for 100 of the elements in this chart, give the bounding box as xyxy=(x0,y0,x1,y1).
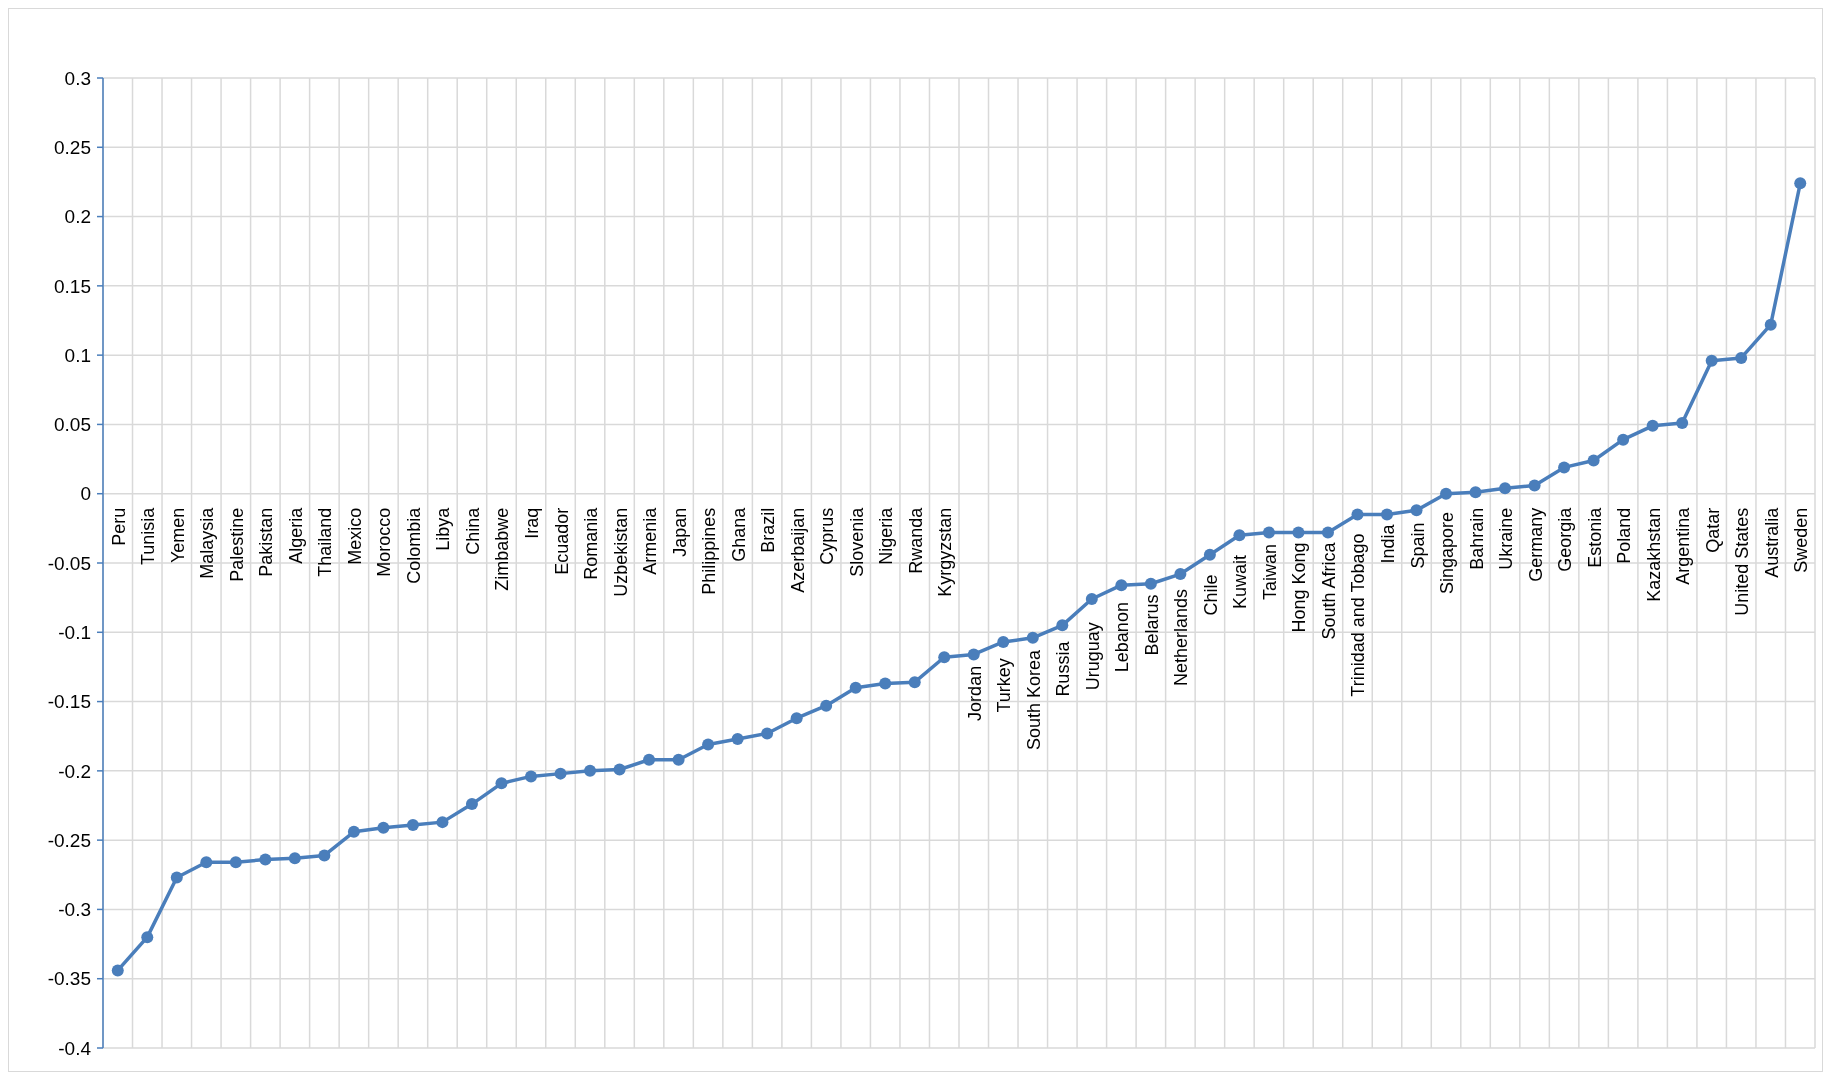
point xyxy=(436,816,449,829)
y-tick-label: 0.1 xyxy=(64,344,91,366)
x-tick-label: Spain xyxy=(1407,522,1428,569)
point xyxy=(1528,479,1541,492)
x-tick-label: Libya xyxy=(433,506,454,551)
y-tick-label: 0 xyxy=(80,483,91,505)
y-tick-label: -0.2 xyxy=(58,760,91,782)
y-tick-label: -0.1 xyxy=(58,621,91,643)
point xyxy=(1410,504,1423,517)
x-tick-label: China xyxy=(462,506,483,555)
x-tick-label: South Africa xyxy=(1318,541,1339,640)
point xyxy=(1351,508,1364,521)
x-tick-label: Peru xyxy=(108,507,129,546)
point xyxy=(1735,351,1748,364)
point xyxy=(377,821,390,834)
y-tick-label: 0.3 xyxy=(64,67,91,89)
point xyxy=(820,699,833,712)
point xyxy=(702,738,715,751)
x-tick-label: Algeria xyxy=(285,506,306,564)
x-tick-label: Belarus xyxy=(1141,594,1162,656)
point xyxy=(406,818,419,831)
x-tick-label: Argentina xyxy=(1673,506,1694,585)
point xyxy=(1646,419,1659,432)
x-tick-label: Malaysia xyxy=(197,506,218,579)
x-tick-label: Tunisia xyxy=(138,506,159,566)
x-tick-label: Colombia xyxy=(403,506,424,584)
x-tick-label: Kyrgyzstan xyxy=(935,507,956,597)
y-tick-label: -0.05 xyxy=(47,552,91,574)
point xyxy=(731,732,744,745)
point xyxy=(997,635,1010,648)
point xyxy=(849,681,862,694)
x-tick-label: Rwanda xyxy=(905,506,926,574)
point xyxy=(318,849,331,862)
x-tick-label: United States xyxy=(1732,507,1753,616)
point xyxy=(1262,526,1275,539)
point xyxy=(1440,487,1453,500)
point xyxy=(1705,354,1718,367)
point xyxy=(672,753,685,766)
x-tick-label: Russia xyxy=(1053,640,1074,697)
x-tick-label: Philippines xyxy=(699,507,720,595)
point xyxy=(761,727,774,740)
x-tick-label: Hong Kong xyxy=(1289,542,1310,633)
x-tick-label: Poland xyxy=(1614,507,1635,564)
x-tick-label: South Korea xyxy=(1023,648,1044,750)
x-tick-label: Kuwait xyxy=(1230,554,1251,610)
x-tick-label: Zimbabwe xyxy=(492,507,513,591)
point xyxy=(259,853,272,866)
y-tick-label: 0.25 xyxy=(54,136,91,158)
point xyxy=(1676,417,1689,430)
x-tick-label: India xyxy=(1378,523,1398,564)
x-tick-label: Brazil xyxy=(758,507,779,553)
point xyxy=(1794,177,1807,190)
x-tick-label: Trinidad and Tobago xyxy=(1348,533,1369,697)
point xyxy=(170,871,183,884)
x-tick-label: Azerbaijan xyxy=(787,507,808,593)
y-tick-label: -0.3 xyxy=(58,899,91,921)
point xyxy=(200,856,213,869)
x-tick-label: Estonia xyxy=(1584,506,1605,568)
x-tick-label: Uruguay xyxy=(1082,622,1103,691)
y-tick-label: 0.05 xyxy=(54,414,91,436)
x-tick-label: Thailand xyxy=(315,507,336,577)
point xyxy=(1174,568,1187,581)
point xyxy=(938,651,951,664)
x-tick-label: Pakistan xyxy=(256,507,277,577)
point xyxy=(1085,593,1098,606)
point xyxy=(347,825,360,838)
point xyxy=(525,770,537,783)
x-tick-label: Bahrain xyxy=(1466,507,1487,570)
x-tick-label: Ghana xyxy=(728,506,749,562)
x-tick-label: Nigeria xyxy=(876,506,897,565)
point xyxy=(1764,318,1777,331)
x-tick-label: Jordan xyxy=(964,665,985,721)
x-tick-label: Ukraine xyxy=(1496,507,1517,570)
x-tick-label: Kazakhstan xyxy=(1643,507,1664,602)
x-tick-label: Taiwan xyxy=(1259,543,1280,600)
x-tick-label: Singapore xyxy=(1437,512,1458,595)
point xyxy=(613,763,626,776)
point xyxy=(141,931,154,944)
x-tick-label: Uzbekistan xyxy=(610,507,631,597)
point xyxy=(1469,486,1482,499)
point xyxy=(465,798,478,811)
point xyxy=(1617,433,1630,446)
x-tick-label: Romania xyxy=(581,506,602,580)
point xyxy=(967,648,980,661)
point xyxy=(1587,454,1600,467)
x-tick-label: Lebanon xyxy=(1112,602,1133,673)
point xyxy=(1026,631,1039,644)
point xyxy=(790,712,803,725)
x-tick-label: Qatar xyxy=(1702,507,1723,553)
point xyxy=(1115,579,1128,592)
point xyxy=(584,764,597,777)
y-tick-label: -0.4 xyxy=(58,1037,92,1059)
y-tick-label: 0.2 xyxy=(64,206,91,228)
point xyxy=(1056,619,1069,632)
y-tick-label: 0.15 xyxy=(54,275,91,297)
point xyxy=(1381,508,1393,521)
x-tick-label: Cyprus xyxy=(817,507,838,565)
point xyxy=(1144,577,1157,590)
point xyxy=(111,964,124,977)
x-tick-label: Slovenia xyxy=(846,506,867,577)
